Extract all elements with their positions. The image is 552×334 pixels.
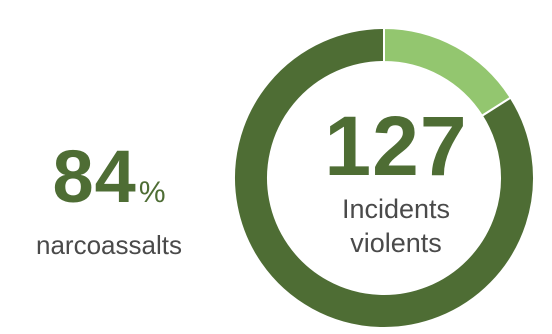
percentage-value: 84 [52, 135, 137, 218]
percent-sign: % [138, 176, 166, 209]
total-label-line1: Incidents [341, 194, 451, 224]
total-label-line2: violents [350, 228, 442, 258]
total-count: 127 [324, 99, 468, 193]
percentage-label: narcoassalts [36, 230, 182, 260]
slice-narcoassalts [233, 26, 535, 329]
percentage-stat: 84% [0, 140, 218, 214]
